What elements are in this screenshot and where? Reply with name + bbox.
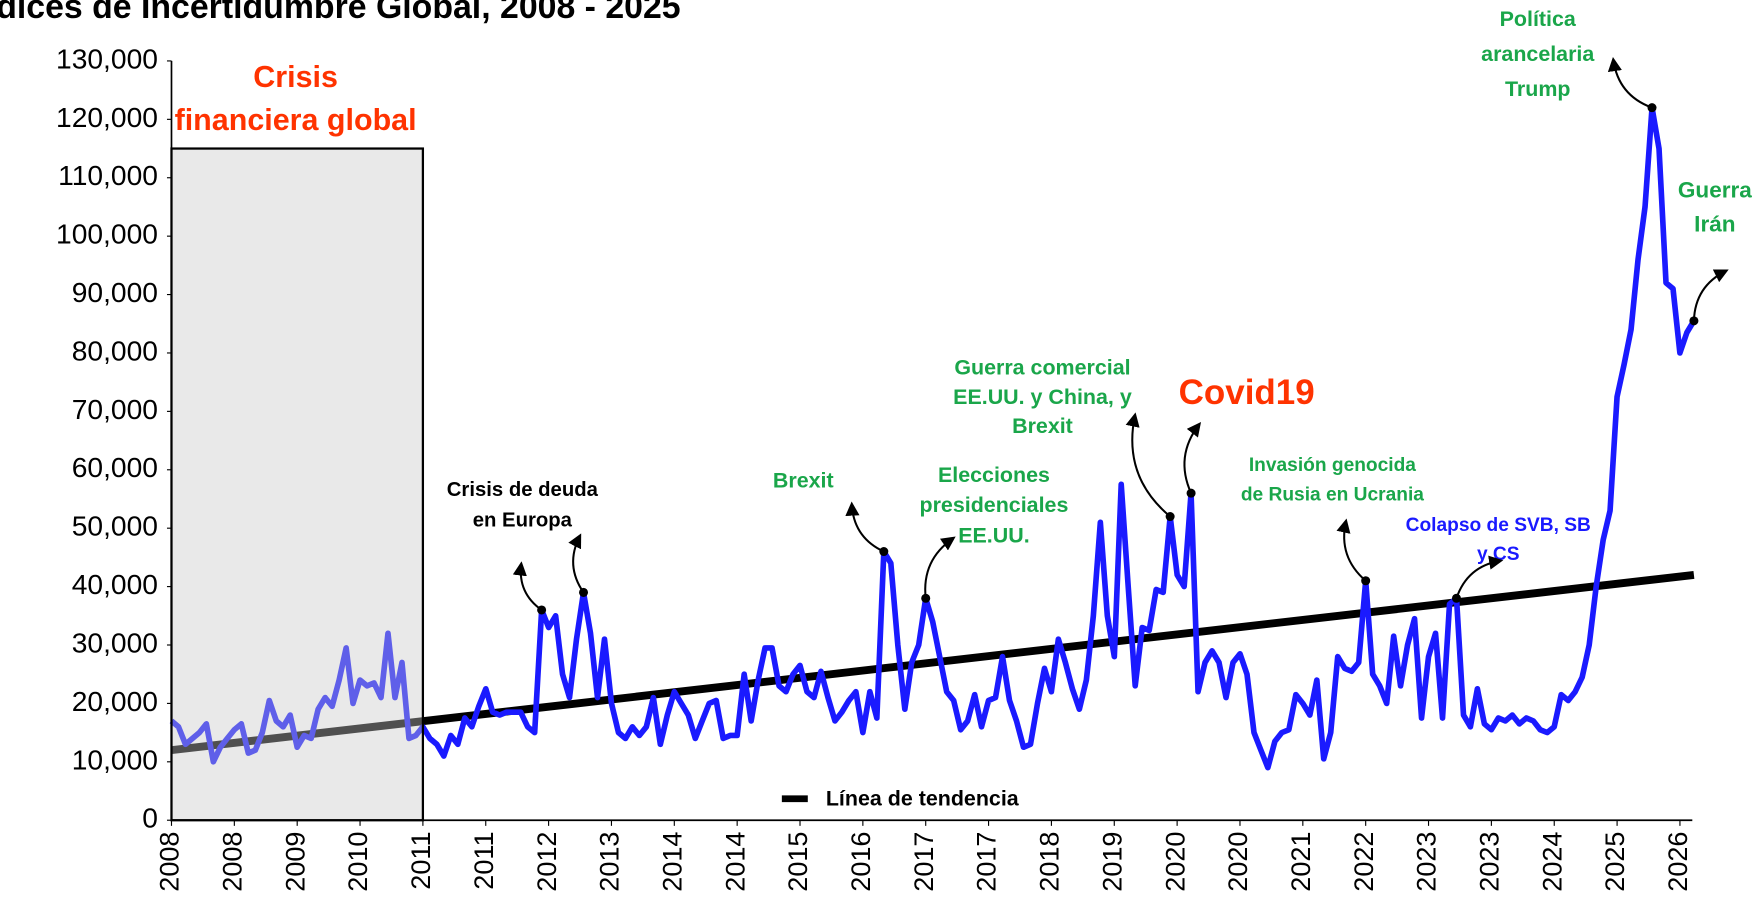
annotation-text: Trump [1505, 77, 1570, 101]
annotation-text: EE.UU. [958, 524, 1029, 548]
y-tick-label: 70,000 [72, 393, 158, 425]
annotation-text: Elecciones [938, 463, 1050, 487]
annotation-arrow [1607, 56, 1653, 109]
annotation-dot [537, 605, 547, 615]
annotation-arrow [568, 533, 585, 594]
annotation-text: EE.UU. y China, y [953, 385, 1132, 409]
x-tick-label: 2023 [1411, 832, 1442, 892]
x-tick-label: 2024 [1536, 832, 1567, 892]
x-tick-label: 2018 [1034, 832, 1065, 892]
y-tick-label: 80,000 [72, 334, 158, 366]
x-tick-label: 2013 [594, 832, 625, 892]
x-tick-label: 2020 [1222, 832, 1253, 892]
annotation-arrow [1692, 269, 1729, 321]
annotation-text: Invasión genocida [1249, 455, 1416, 476]
x-tick-label: 2017 [908, 832, 939, 892]
x-tick-label: 2008 [154, 832, 185, 892]
x-tick-label: 2014 [656, 832, 687, 892]
x-tick-label: 2026 [1662, 832, 1693, 892]
y-tick-label: 60,000 [72, 451, 158, 483]
y-tick-label: 100,000 [56, 218, 158, 250]
annotation-dot [1647, 103, 1657, 113]
y-tick-label: 30,000 [72, 626, 158, 658]
annotation-text: Crisis de deuda [447, 479, 599, 501]
annotation-arrow [845, 501, 885, 553]
y-tick-label: 20,000 [72, 685, 158, 717]
x-tick-label: 2014 [719, 832, 750, 892]
x-tick-label: 2011 [405, 832, 436, 890]
chart-title: Índices de Incertidumbre Global, 2008 - … [0, 0, 681, 26]
x-tick-label: 2019 [1096, 832, 1127, 892]
annotation-arrow [924, 536, 956, 599]
x-tick-label: 2023 [1474, 832, 1505, 892]
x-tick-label: 2017 [971, 832, 1002, 892]
y-tick-label: 90,000 [72, 276, 158, 308]
x-tick-label: 2009 [279, 832, 310, 892]
annotation-text: Brexit [1012, 414, 1073, 438]
annotation-dot [1165, 511, 1175, 522]
y-tick-label: 120,000 [56, 101, 158, 133]
x-tick-label: 2025 [1599, 832, 1630, 892]
annotation-text: y CS [1477, 544, 1520, 565]
annotation-text: Colapso de SVB, SB [1406, 515, 1591, 536]
shaded-region [170, 147, 425, 822]
annotation-text: Guerra [1678, 178, 1752, 203]
annotation-dot [921, 593, 931, 603]
annotation-dot [579, 587, 589, 597]
annotation-text: Guerra comercial [954, 356, 1130, 380]
x-tick-label: 2020 [1159, 832, 1190, 892]
y-tick-label: 40,000 [72, 568, 158, 600]
annotation-dot [1451, 593, 1461, 603]
x-tick-label: 2022 [1348, 832, 1379, 892]
legend-label: Línea de tendencia [826, 787, 1020, 811]
annotation-text: Brexit [773, 468, 834, 492]
trend-line [171, 570, 1695, 755]
region-label: financiera global [175, 103, 417, 137]
annotation-text: Irán [1694, 212, 1735, 237]
annotation-dot [1361, 576, 1371, 586]
annotation-arrow [1183, 421, 1202, 494]
y-tick-label: 50,000 [72, 510, 158, 542]
y-tick-label: 110,000 [58, 159, 158, 191]
annotation-text: Política [1500, 7, 1577, 31]
annotation-dot [1186, 488, 1196, 498]
y-tick-label: 130,000 [56, 42, 158, 74]
x-tick-label: 2016 [845, 832, 876, 892]
x-tick-label: 2010 [342, 832, 373, 892]
annotation-text: arancelaria [1481, 42, 1595, 66]
annotation-arrow [512, 561, 543, 611]
x-tick-label: 2008 [216, 832, 247, 892]
x-tick-label: 2015 [782, 832, 813, 892]
annotation-dot [879, 547, 889, 557]
annotation-text: Covid19 [1179, 373, 1315, 412]
annotation-arrow [1455, 555, 1504, 599]
y-tick-label: 10,000 [72, 743, 158, 775]
annotation-arrow [1336, 518, 1367, 582]
data-line [169, 104, 1697, 771]
annotation-text: presidenciales [920, 493, 1069, 517]
x-tick-label: 2012 [531, 832, 562, 892]
region-label: Crisis [253, 60, 338, 94]
x-tick-label: 2011 [468, 832, 499, 890]
annotation-dot [1689, 316, 1699, 326]
annotation-text: en Europa [473, 510, 573, 532]
y-tick-label: 0 [142, 802, 158, 834]
x-tick-label: 2021 [1285, 832, 1316, 892]
annotation-arrow [1125, 412, 1171, 518]
annotation-text: de Rusia en Ucrania [1241, 484, 1424, 505]
